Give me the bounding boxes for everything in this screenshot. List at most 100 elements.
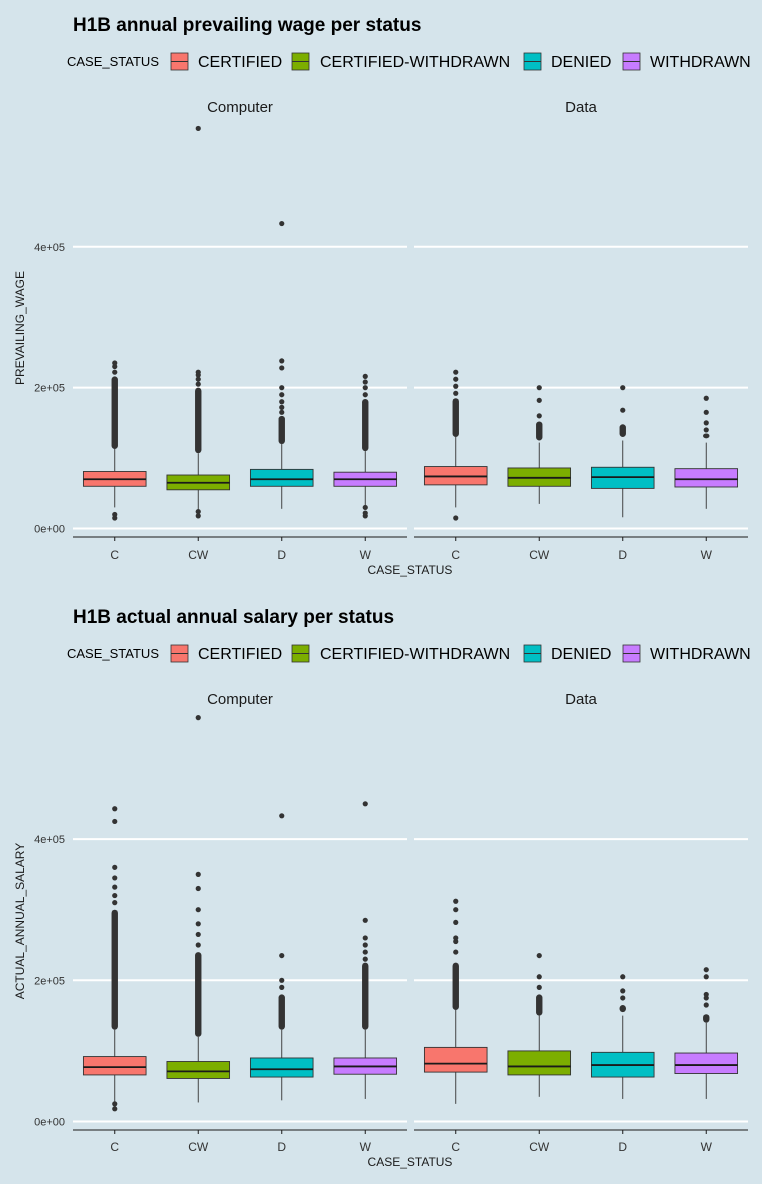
chart-title: H1B annual prevailing wage per status (73, 15, 421, 36)
y-tick-label: 4e+05 (34, 834, 65, 846)
outlier-point (195, 376, 201, 382)
outlier-point (362, 504, 368, 511)
box-body (674, 468, 739, 488)
box-body (249, 468, 314, 487)
outlier-point (112, 360, 118, 366)
facet-strip-label: Data (565, 691, 597, 708)
x-tick-label: C (110, 548, 119, 562)
outlier-band (111, 376, 118, 449)
x-tick-label: W (360, 548, 372, 562)
outlier-point (112, 806, 118, 812)
facet-strip-label: Data (565, 99, 597, 116)
y-tick-label: 0e+00 (34, 524, 65, 536)
outlier-point (195, 509, 201, 515)
outlier-point (453, 383, 459, 389)
outlier-point (362, 379, 368, 385)
box-body (423, 1046, 488, 1073)
x-tick-label: W (701, 1140, 713, 1154)
outlier-point (453, 369, 459, 375)
legend-label: WITHDRAWN (650, 54, 751, 71)
legend-item: CERTIFIED (170, 52, 282, 71)
x-tick-label: D (277, 548, 286, 562)
outlier-band (452, 962, 459, 1010)
outlier-point (279, 385, 285, 391)
outlier-point (620, 407, 626, 413)
outlier-point (536, 974, 542, 980)
outlier-band (362, 398, 369, 452)
outlier-point (362, 942, 368, 948)
outlier-point (536, 413, 542, 419)
legend-label: CERTIFIED-WITHDRAWN (320, 646, 510, 663)
y-axis-label: PREVAILING_WAGE (13, 271, 27, 385)
outlier-point (279, 365, 285, 371)
outlier-point (703, 974, 709, 980)
box-body (507, 1050, 572, 1076)
box-body (674, 1052, 739, 1074)
outlier-point (620, 974, 626, 980)
legend-label: CERTIFIED (198, 646, 282, 663)
outlier-point (279, 409, 285, 415)
legend-label: CERTIFIED-WITHDRAWN (320, 54, 510, 71)
outlier-point (620, 995, 626, 1001)
legend-item: CERTIFIED-WITHDRAWN (291, 52, 510, 71)
box-W (674, 967, 739, 1099)
outlier-point (195, 907, 201, 913)
outlier-point (112, 892, 118, 899)
outlier-point (620, 385, 626, 391)
box-D (249, 813, 314, 1101)
outlier-point (453, 949, 459, 955)
box-W (333, 373, 398, 519)
outlier-point (536, 952, 542, 959)
x-tick-label: D (618, 1140, 627, 1154)
legend-item: WITHDRAWN (622, 52, 751, 71)
outlier-point (362, 949, 368, 955)
outlier-point (453, 390, 459, 396)
outlier-point (536, 385, 542, 391)
outlier-point (703, 967, 709, 973)
x-tick-label: CW (529, 548, 550, 562)
outlier-band (195, 952, 202, 1037)
outlier-point (703, 991, 709, 998)
outlier-point (195, 381, 201, 387)
outlier-point (703, 420, 709, 426)
outlier-point (112, 511, 118, 518)
x-tick-label: CW (188, 548, 209, 562)
outlier-band (111, 909, 118, 1030)
outlier-point (112, 818, 118, 825)
x-tick-label: W (360, 1140, 372, 1154)
outlier-point (362, 956, 368, 962)
outlier-band (619, 1005, 626, 1013)
outlier-band (703, 433, 710, 439)
outlier-band (619, 424, 626, 437)
legend-label: CERTIFIED (198, 54, 282, 71)
outlier-point (536, 397, 542, 403)
x-tick-label: CW (529, 1140, 550, 1154)
box-C (423, 898, 488, 1104)
x-axis-label: CASE_STATUS (368, 1155, 453, 1169)
outlier-point (279, 392, 285, 398)
legend-item: CERTIFIED (170, 644, 282, 663)
facet-strip-label: Computer (207, 99, 273, 116)
outlier-band (452, 398, 459, 437)
box-C (82, 360, 147, 521)
x-tick-label: CW (188, 1140, 209, 1154)
x-tick-label: W (701, 548, 713, 562)
outlier-point (453, 919, 459, 926)
outlier-band (278, 415, 285, 445)
outlier-band (278, 994, 285, 1030)
outlier-point (453, 898, 459, 904)
legend-item: DENIED (523, 52, 611, 71)
outlier-point (362, 373, 368, 379)
outlier-point (195, 715, 201, 721)
box-body (82, 1056, 147, 1076)
outlier-point (195, 369, 201, 375)
box-CW (507, 385, 572, 504)
outlier-point (362, 385, 368, 391)
outlier-point (362, 510, 368, 516)
outlier-point (279, 952, 285, 959)
box-D (590, 385, 655, 518)
outlier-point (279, 358, 285, 364)
box-body (166, 1061, 231, 1079)
